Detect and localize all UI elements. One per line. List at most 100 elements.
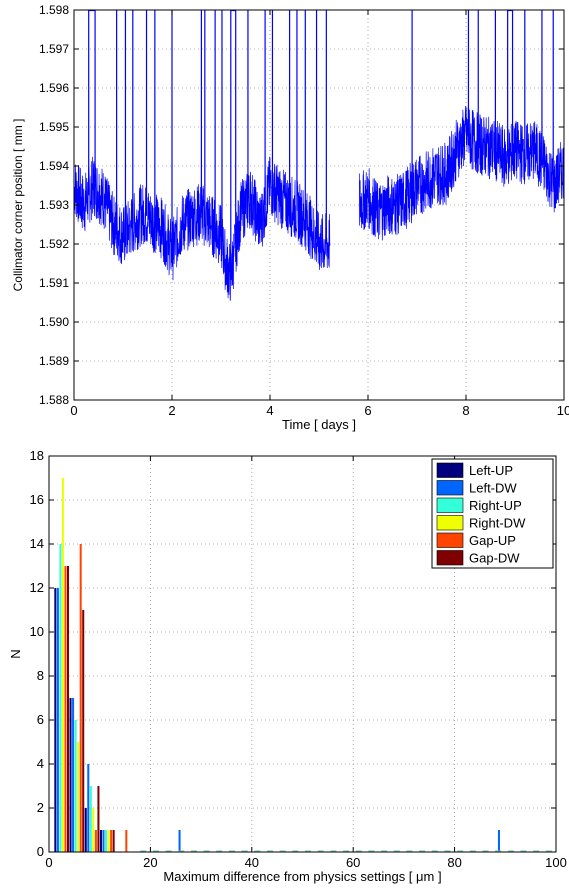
bar-left-up <box>99 830 102 852</box>
y-tick-label: 12 <box>30 580 44 595</box>
legend-label: Gap-UP <box>469 533 516 548</box>
legend-swatch <box>436 550 464 566</box>
empty-bin-marker <box>178 850 185 852</box>
bar-gap-up <box>94 830 97 852</box>
histogram-grid <box>49 456 556 852</box>
x-tick-label: 100 <box>545 855 567 870</box>
empty-bin-marker <box>241 850 248 852</box>
empty-bin-marker <box>381 850 388 852</box>
empty-bin-marker <box>152 850 159 852</box>
timeline-series <box>73 9 565 301</box>
y-tick-label: 8 <box>37 668 44 683</box>
y-tick-label: 1.592 <box>39 237 69 251</box>
y-tick-label: 1.588 <box>39 393 69 407</box>
empty-bin-marker <box>469 850 476 852</box>
bar-left-dw <box>72 698 75 852</box>
histogram-ticks: 0 20 40 60 80 100 0 2 4 6 8 10 12 14 16 18 <box>30 448 567 870</box>
empty-bin-marker <box>545 850 552 852</box>
empty-bin-marker <box>457 850 464 852</box>
bar-left-dw <box>87 764 90 852</box>
empty-bin-marker <box>343 850 350 852</box>
x-tick-label: 0 <box>45 855 52 870</box>
timeline-x-axis-label: Time [ days ] <box>282 417 356 432</box>
y-tick-label: 1.597 <box>39 42 69 56</box>
bar-left-up <box>84 808 87 852</box>
x-tick-label: 80 <box>447 855 461 870</box>
empty-bin-marker <box>355 850 362 852</box>
x-tick-label: 6 <box>364 403 371 418</box>
y-tick-label: 2 <box>37 800 44 815</box>
empty-bin-marker <box>190 850 197 852</box>
empty-bin-marker <box>267 850 274 852</box>
bar-right-up <box>74 720 77 852</box>
empty-bin-marker <box>431 850 438 852</box>
x-tick-label: 2 <box>168 403 175 418</box>
empty-bin-marker <box>165 850 172 852</box>
bar-gap-dw <box>66 566 70 852</box>
y-tick-label: 1.589 <box>39 354 69 368</box>
histogram-y-axis-label: N <box>8 649 23 658</box>
legend-label: Left-DW <box>469 481 517 496</box>
histogram-chart: 0 20 40 60 80 100 0 2 4 6 8 10 12 14 16 18 Maximum diff… <box>8 448 567 884</box>
x-tick-label: 40 <box>245 855 259 870</box>
bar-gap-up <box>64 566 67 852</box>
x-tick-label: 4 <box>266 403 273 418</box>
y-tick-label: 14 <box>30 536 44 551</box>
empty-bin-marker <box>254 850 261 852</box>
bar-right-dw <box>107 830 110 852</box>
bar-right-up <box>59 544 62 852</box>
bar-right-dw <box>61 478 64 852</box>
bar-right-up <box>105 830 108 852</box>
x-tick-label: 0 <box>70 403 77 418</box>
x-tick-label: 60 <box>346 855 360 870</box>
empty-bin-marker <box>406 850 413 852</box>
empty-bin-marker <box>317 850 324 852</box>
legend-label: Gap-DW <box>469 551 520 566</box>
y-tick-label: 0 <box>37 844 44 859</box>
timeline-line <box>73 106 565 301</box>
bar-right-up <box>89 786 92 852</box>
y-tick-label: 16 <box>30 492 44 507</box>
bar-left-dw <box>56 588 59 852</box>
bar-left-up <box>69 698 72 852</box>
empty-bin-marker <box>533 850 540 852</box>
y-tick-label: 6 <box>37 712 44 727</box>
bar-right-dw <box>92 808 95 852</box>
legend-label: Right-UP <box>469 498 522 513</box>
legend-label: Left-UP <box>469 463 513 478</box>
legend-swatch <box>436 497 464 513</box>
x-tick-label: 10 <box>557 403 569 418</box>
empty-bin-marker <box>393 850 400 852</box>
histogram-legend: Left-UP Left-DW Right-UP Right-DW Gap-UP Gap-… <box>431 458 554 569</box>
legend-swatch <box>436 515 464 531</box>
bar-left-dw <box>497 830 500 852</box>
bar-gap-dw <box>82 610 85 852</box>
y-tick-label: 1.598 <box>39 3 69 17</box>
histogram-bars <box>54 478 552 852</box>
histogram-plot-frame <box>48 455 557 853</box>
legend-swatch <box>436 462 464 478</box>
histogram-x-axis-label: Maximum difference from physics settings… <box>163 869 441 884</box>
bar-left-dw <box>178 830 181 852</box>
empty-bin-marker <box>216 850 223 852</box>
legend-label: Right-DW <box>469 516 526 531</box>
y-tick-label: 10 <box>30 624 44 639</box>
y-tick-label: 1.595 <box>39 120 69 134</box>
bar-left-dw <box>102 830 105 852</box>
x-tick-label: 20 <box>143 855 157 870</box>
timeline-y-axis-label: Collimator corner position [ mm ] <box>11 119 25 292</box>
empty-bin-marker <box>305 850 312 852</box>
empty-bin-marker <box>279 850 286 852</box>
bar-gap-dw <box>97 786 100 852</box>
empty-bin-marker <box>444 850 451 852</box>
empty-bin-marker <box>482 850 489 852</box>
empty-bin-marker <box>520 850 527 852</box>
bar-gap-up <box>79 544 82 852</box>
x-tick-label: 8 <box>462 403 469 418</box>
empty-bin-marker <box>495 850 502 852</box>
timeline-chart: 0 2 4 6 8 10 1.588 1.589 1.590 1.591 1.592 1.593 1.5… <box>11 3 569 432</box>
empty-bin-marker <box>140 850 147 852</box>
bar-right-dw <box>77 742 80 852</box>
y-tick-label: 1.594 <box>39 159 69 173</box>
